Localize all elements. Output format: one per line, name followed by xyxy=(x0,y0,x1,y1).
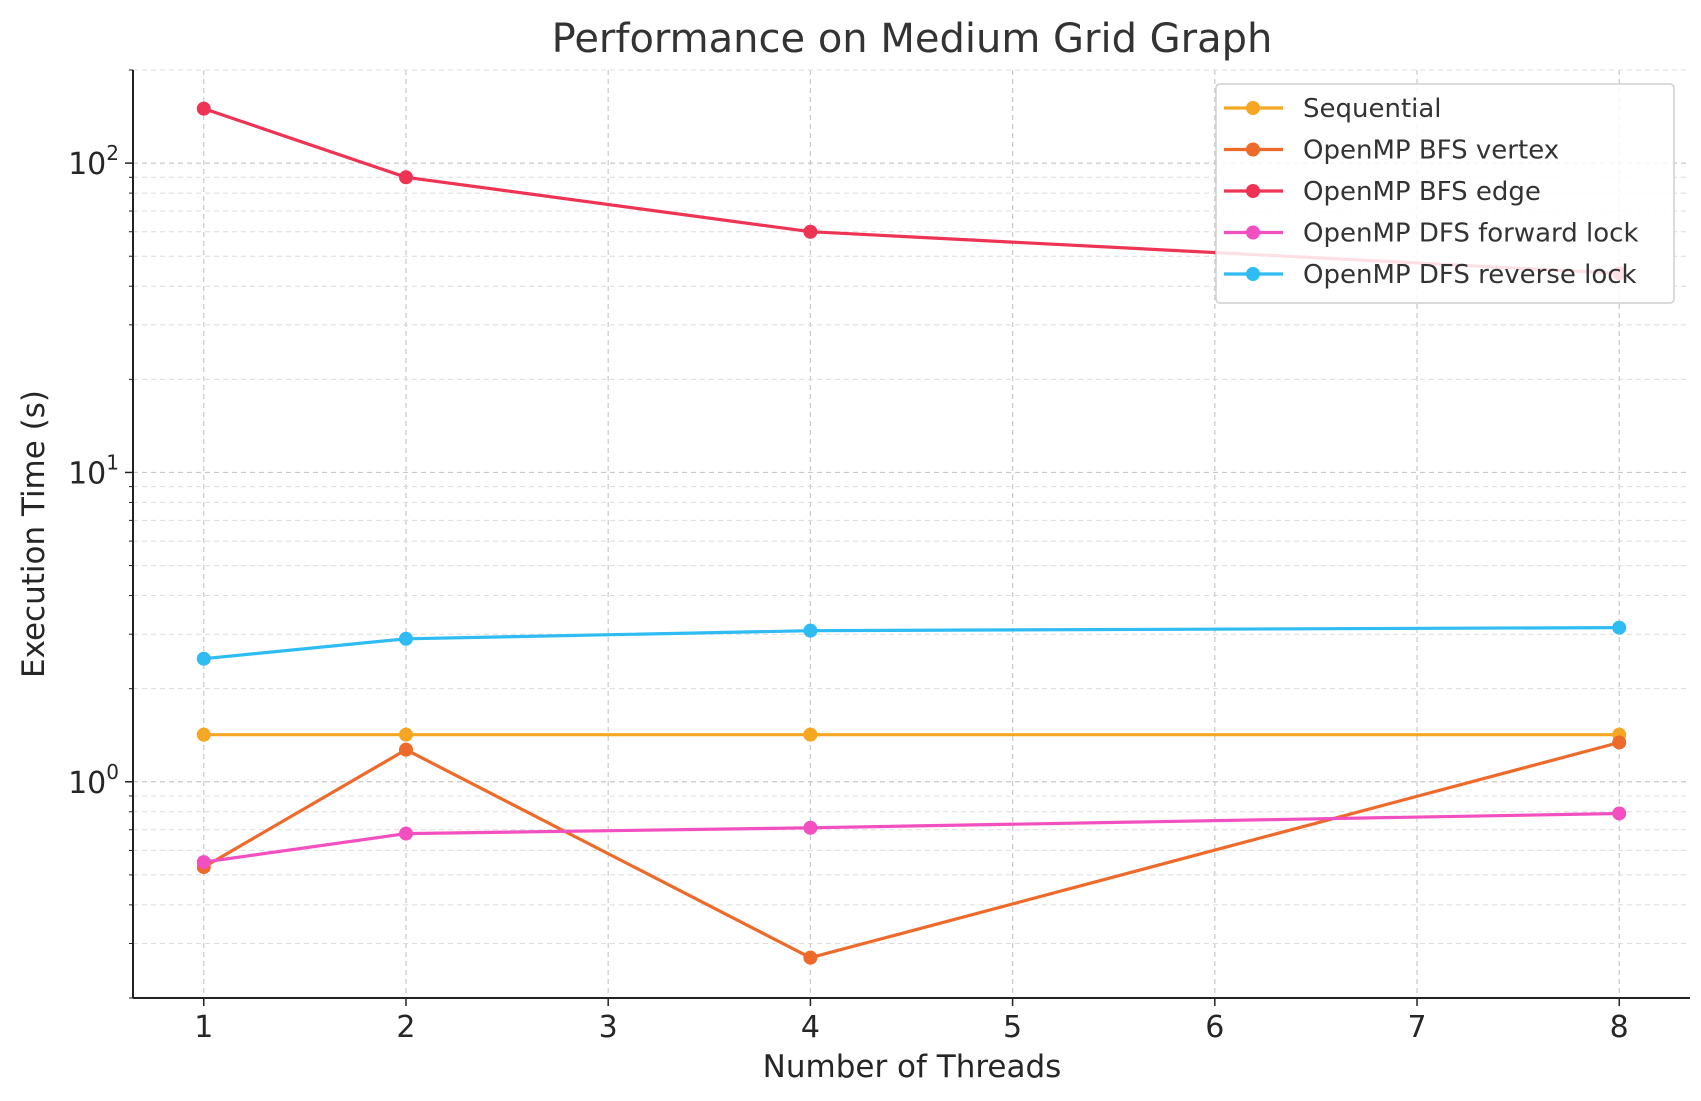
legend-label: OpenMP DFS reverse lock xyxy=(1303,260,1637,290)
series-line xyxy=(203,107,1620,275)
series-line xyxy=(203,811,1620,864)
x-tick-label: 6 xyxy=(1205,1010,1224,1045)
data-point xyxy=(803,950,818,965)
data-point xyxy=(196,855,211,870)
x-tick-label: 5 xyxy=(1003,1010,1022,1045)
y-tick-label: 100 xyxy=(68,760,119,801)
series-openmp-dfs-reverse-lock xyxy=(196,620,1627,666)
y-tick-label: 102 xyxy=(68,141,119,182)
data-point xyxy=(196,101,211,116)
y-tick-exponent: 0 xyxy=(106,760,119,784)
data-point xyxy=(398,742,413,757)
data-point xyxy=(1612,620,1627,635)
x-tick-label: 8 xyxy=(1610,1010,1629,1045)
legend-marker xyxy=(1246,101,1260,115)
data-point xyxy=(803,224,818,239)
data-point xyxy=(398,727,413,742)
x-ticks: 1 2 3 4 5 6 7 8 xyxy=(194,998,1629,1045)
y-axis-label: Execution Time (s) xyxy=(16,390,52,678)
data-point xyxy=(196,651,211,666)
legend-label: Sequential xyxy=(1303,94,1442,124)
series-sequential xyxy=(196,727,1627,742)
x-tick-label: 1 xyxy=(194,1010,213,1045)
y-tick-exponent: 1 xyxy=(106,450,119,474)
legend: Sequential OpenMP BFS vertex OpenMP BFS ed… xyxy=(1215,83,1675,304)
data-point xyxy=(196,727,211,742)
axes xyxy=(132,70,1690,999)
series-layer xyxy=(196,101,1627,965)
legend-marker xyxy=(1246,267,1260,281)
legend-label: OpenMP BFS edge xyxy=(1303,177,1541,207)
x-tick-label: 2 xyxy=(396,1010,415,1045)
chart-title: Performance on Medium Grid Graph xyxy=(552,16,1273,62)
y-tick-exponent: 2 xyxy=(106,141,119,165)
legend-marker xyxy=(1246,142,1260,157)
x-axis-label: Number of Threads xyxy=(763,1049,1062,1085)
y-tick-base: 10 xyxy=(68,766,106,801)
series-line xyxy=(203,625,1620,661)
legend-marker xyxy=(1246,184,1260,198)
x-tick-label: 4 xyxy=(801,1010,820,1045)
x-tick-label: 7 xyxy=(1407,1010,1426,1045)
legend-box xyxy=(1215,83,1675,304)
data-point xyxy=(398,826,413,841)
data-point xyxy=(803,727,818,742)
data-point xyxy=(398,631,413,646)
legend-label: OpenMP BFS vertex xyxy=(1303,136,1559,166)
y-tick-base: 10 xyxy=(68,147,106,182)
y-tick-label: 101 xyxy=(68,450,119,491)
series-line xyxy=(202,740,1620,960)
data-point xyxy=(1612,806,1627,821)
legend-label: OpenMP DFS forward lock xyxy=(1303,219,1639,249)
data-point xyxy=(803,820,818,835)
y-tick-base: 10 xyxy=(68,456,106,491)
data-point xyxy=(1612,735,1627,750)
x-tick-label: 3 xyxy=(599,1010,618,1045)
data-point xyxy=(398,170,413,185)
data-point xyxy=(803,623,818,638)
series-openmp-dfs-forward-lock xyxy=(196,806,1627,870)
legend-marker xyxy=(1246,225,1260,240)
